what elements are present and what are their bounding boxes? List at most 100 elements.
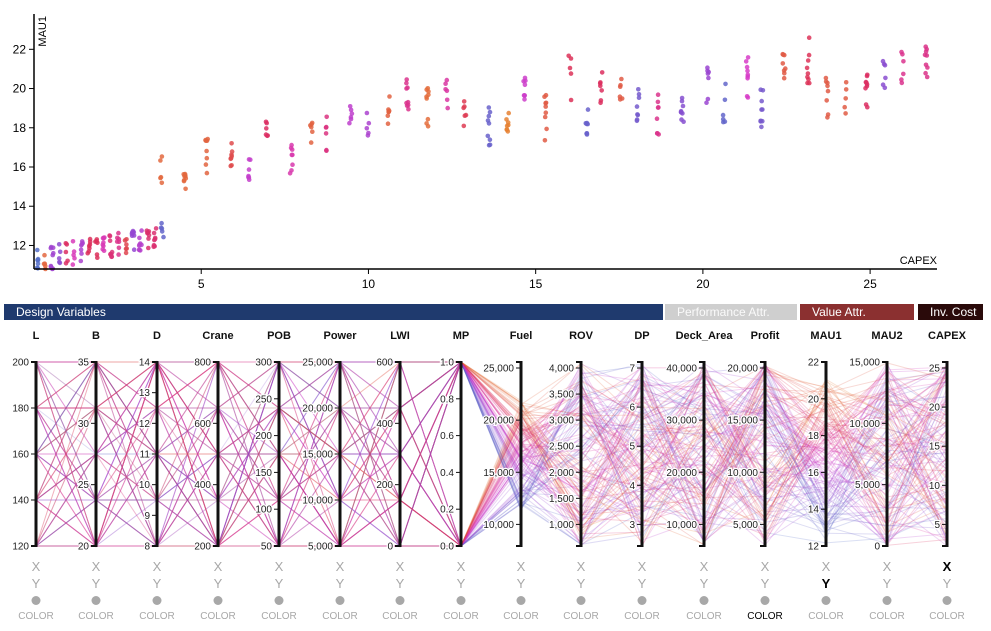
color-select-capex[interactable]: COLOR xyxy=(929,611,965,622)
scatter-point[interactable] xyxy=(70,239,76,244)
scatter-point[interactable] xyxy=(152,237,157,243)
y-select-deck_area[interactable]: Y xyxy=(699,576,709,591)
scatter-point[interactable] xyxy=(107,238,113,243)
color-dot-icon[interactable] xyxy=(456,596,466,605)
scatter-point[interactable] xyxy=(100,242,106,248)
scatter-point[interactable] xyxy=(782,52,787,58)
color-select-lwi[interactable]: COLOR xyxy=(382,611,418,622)
scatter-point[interactable] xyxy=(923,70,928,76)
scatter-point[interactable] xyxy=(124,242,129,247)
pc-axis-crane[interactable]: 800 600 400 200 xyxy=(193,356,220,554)
scatter-point[interactable] xyxy=(722,119,728,124)
scatter-point[interactable] xyxy=(424,96,430,101)
scatter-point[interactable] xyxy=(542,94,547,99)
scatter-point[interactable] xyxy=(584,132,590,137)
scatter-point[interactable] xyxy=(723,81,728,87)
scatter-point[interactable] xyxy=(109,254,115,260)
scatter-point[interactable] xyxy=(323,131,329,136)
scatter-point[interactable] xyxy=(347,104,353,109)
scatter-point[interactable] xyxy=(617,94,623,99)
scatter-point[interactable] xyxy=(899,49,904,55)
scatter-point[interactable] xyxy=(522,82,528,88)
scatter-point[interactable] xyxy=(124,246,129,251)
scatter-point[interactable] xyxy=(42,252,47,258)
scatter-point[interactable] xyxy=(655,131,660,136)
scatter-point[interactable] xyxy=(124,237,129,242)
scatter-point[interactable] xyxy=(309,122,314,127)
scatter-point[interactable] xyxy=(899,77,904,82)
scatter-point[interactable] xyxy=(41,261,47,267)
scatter-point[interactable] xyxy=(745,95,751,100)
pc-axis-l[interactable]: 200 180 160 140 120 xyxy=(11,356,38,554)
scatter-point[interactable] xyxy=(722,97,728,103)
pc-axis-power[interactable]: 25,000 20,000 15,000 10,000 5,000 xyxy=(301,356,342,554)
scatter-point[interactable] xyxy=(655,99,661,105)
scatter-point[interactable] xyxy=(599,88,604,93)
scatter-point[interactable] xyxy=(131,247,137,252)
pc-axis-capex[interactable]: 25 20 15 10 5 xyxy=(928,361,949,547)
scatter-point[interactable] xyxy=(159,180,165,186)
scatter-point[interactable] xyxy=(584,120,590,126)
scatter-point[interactable] xyxy=(35,258,41,263)
scatter-point[interactable] xyxy=(102,235,107,240)
scatter-point[interactable] xyxy=(386,108,392,114)
scatter-point[interactable] xyxy=(924,46,929,52)
x-select-fuel[interactable]: X xyxy=(516,559,526,574)
scatter-point[interactable] xyxy=(323,125,329,130)
y-select-b[interactable]: Y xyxy=(91,576,101,591)
pc-axis-mau1[interactable]: 22 20 18 16 14 12 xyxy=(807,356,828,554)
scatter-point[interactable] xyxy=(310,129,315,134)
group-header-value-attr[interactable]: Value Attr. xyxy=(800,304,914,320)
color-dot-icon[interactable] xyxy=(637,596,647,605)
scatter-point[interactable] xyxy=(181,178,187,183)
color-select-crane[interactable]: COLOR xyxy=(200,611,236,622)
scatter-point[interactable] xyxy=(151,230,157,236)
scatter-point[interactable] xyxy=(864,80,869,85)
scatter-point[interactable] xyxy=(759,124,764,130)
scatter-point[interactable] xyxy=(289,142,294,148)
pc-axis-dp[interactable]: 7 6 5 4 3 xyxy=(628,361,644,547)
y-select-l[interactable]: Y xyxy=(31,576,41,591)
x-select-capex[interactable]: X xyxy=(942,559,952,574)
scatter-point[interactable] xyxy=(825,80,830,86)
scatter-point[interactable] xyxy=(425,116,431,122)
scatter-point[interactable] xyxy=(159,229,165,234)
scatter-point[interactable] xyxy=(78,258,84,264)
scatter-point[interactable] xyxy=(246,157,252,162)
scatter-point[interactable] xyxy=(842,104,847,110)
scatter-point[interactable] xyxy=(704,100,709,105)
color-select-dp[interactable]: COLOR xyxy=(624,611,660,622)
y-select-crane[interactable]: Y xyxy=(213,576,223,591)
x-select-mau2[interactable]: X xyxy=(882,559,892,574)
scatter-point[interactable] xyxy=(137,235,142,241)
scatter-point[interactable] xyxy=(806,35,812,40)
scatter-point[interactable] xyxy=(487,109,493,115)
scatter-point[interactable] xyxy=(521,93,527,98)
scatter-point[interactable] xyxy=(680,111,685,116)
x-select-mau1[interactable]: X xyxy=(821,559,831,574)
scatter-point[interactable] xyxy=(425,124,431,129)
scatter-point[interactable] xyxy=(63,249,69,255)
scatter-point[interactable] xyxy=(486,121,492,126)
y-select-power[interactable]: Y xyxy=(335,576,345,591)
color-dot-icon[interactable] xyxy=(699,596,709,605)
scatter-point[interactable] xyxy=(487,142,493,148)
scatter-point[interactable] xyxy=(760,88,766,93)
scatter-point[interactable] xyxy=(781,75,787,81)
scatter-point[interactable] xyxy=(366,120,372,126)
pc-axis-lwi[interactable]: 600 400 200 0 xyxy=(375,356,402,554)
x-select-pob[interactable]: X xyxy=(274,559,284,574)
scatter-point[interactable] xyxy=(50,252,55,258)
x-select-rov[interactable]: X xyxy=(576,559,586,574)
color-dot-icon[interactable] xyxy=(882,596,892,605)
y-select-dp[interactable]: Y xyxy=(637,576,647,591)
scatter-point[interactable] xyxy=(635,112,641,118)
scatter-point[interactable] xyxy=(94,239,99,244)
scatter-point[interactable] xyxy=(146,245,151,251)
pc-axis-profit[interactable]: 20,000 15,000 10,000 5,000 xyxy=(726,361,767,547)
pc-axis-mp[interactable]: 1.0 0.8 0.6 0.4 0.2 0.0 xyxy=(439,356,463,554)
scatter-point[interactable] xyxy=(679,117,684,122)
scatter-point[interactable] xyxy=(85,250,90,256)
color-dot-icon[interactable] xyxy=(516,596,526,605)
scatter-point[interactable] xyxy=(705,96,711,102)
